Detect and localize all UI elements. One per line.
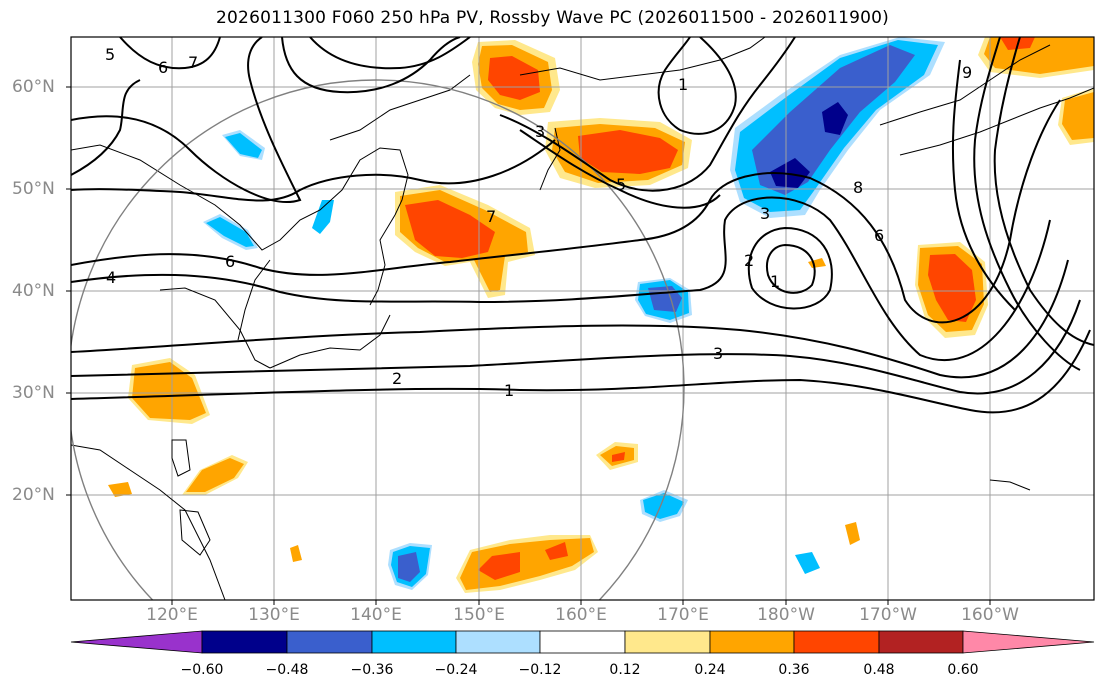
colorbar-tick-neg036: −0.36 [350,662,394,678]
lat-label-60n: 60°N [12,77,55,97]
contour-label-1: 1 [504,381,514,400]
contour-label-4: 4 [106,268,116,287]
colorbar [70,630,1095,654]
lat-label-50n: 50°N [12,179,55,199]
contour-label-3b: 3 [760,204,770,223]
colorbar-tick-neg012: −0.12 [518,662,562,678]
pv-contours [71,37,1094,414]
colorbar-swatch-pos024 [709,630,795,654]
contour-labels: 1 2 3 4 5 6 7 8 9 1 1 2 3 3 6 6 7 5 [105,45,972,400]
lon-label-170e: 170°E [657,605,709,625]
contour-label-2: 2 [392,369,402,388]
colorbar-swatch-neg024 [371,630,457,654]
lat-label-20n: 20°N [12,485,55,505]
colorbar-tick-neg048: −0.48 [265,662,309,678]
colorbar-swatch-lt-neg060 [70,630,203,654]
contour-label-7: 7 [486,207,496,226]
colorbar-tick-pos060: 0.60 [947,662,979,678]
axis-ticks [66,86,991,605]
contour-label-1c: 1 [770,272,780,291]
colorbar-tick-pos048: 0.48 [863,662,895,678]
lon-label-120e: 120°E [146,605,198,625]
contour-label-6b: 6 [874,226,884,245]
contour-label-2b: 2 [744,251,754,270]
contour-label-7b: 7 [188,53,198,72]
contour-label-9: 9 [962,63,972,82]
contour-label-3: 3 [713,344,723,363]
map-frame [70,36,1095,601]
colorbar-swatch-neg012 [455,630,541,654]
lon-label-160e: 160°E [555,605,607,625]
contour-label-6c: 6 [158,58,168,77]
colorbar-swatch-pos012 [624,630,711,654]
positive-anomaly-shading [108,37,1094,593]
colorbar-tick-neg024: −0.24 [434,662,478,678]
colorbar-swatch-neg048 [201,630,288,654]
contour-label-6: 6 [225,252,235,271]
contour-label-5: 5 [616,175,626,194]
colorbar-swatch-neutral [539,630,626,654]
lon-label-160w: 160°W [961,605,1019,625]
colorbar-tick-pos036: 0.36 [778,662,810,678]
colorbar-swatch-pos036 [793,630,880,654]
lon-label-140e: 140°E [350,605,402,625]
colorbar-swatch-pos048 [878,630,964,654]
coastlines [71,37,1094,600]
colorbar-tick-pos012: 0.12 [609,662,641,678]
lon-label-150e: 150°E [453,605,505,625]
colorbar-tick-neg060: −0.60 [180,662,224,678]
colorbar-swatch-gt-pos060 [962,630,1095,654]
lat-label-30n: 30°N [12,383,55,403]
contour-label-1b: 1 [678,75,688,94]
colorbar-tick-pos024: 0.24 [694,662,726,678]
contour-label-8: 8 [853,178,863,197]
map-area: 1 2 3 4 5 6 7 8 9 1 1 2 3 3 6 6 7 5 [71,37,1094,600]
lon-label-130e: 130°E [248,605,300,625]
lon-label-170w: 170°W [859,605,917,625]
map-title: 2026011300 F060 250 hPa PV, Rossby Wave … [216,8,889,28]
lat-label-40n: 40°N [12,281,55,301]
colorbar-swatch-neg036 [286,630,373,654]
distance-ring [71,79,685,600]
contour-label-3c: 3 [535,122,545,141]
contour-label-5b: 5 [105,45,115,64]
lon-label-180w: 180°W [757,605,815,625]
